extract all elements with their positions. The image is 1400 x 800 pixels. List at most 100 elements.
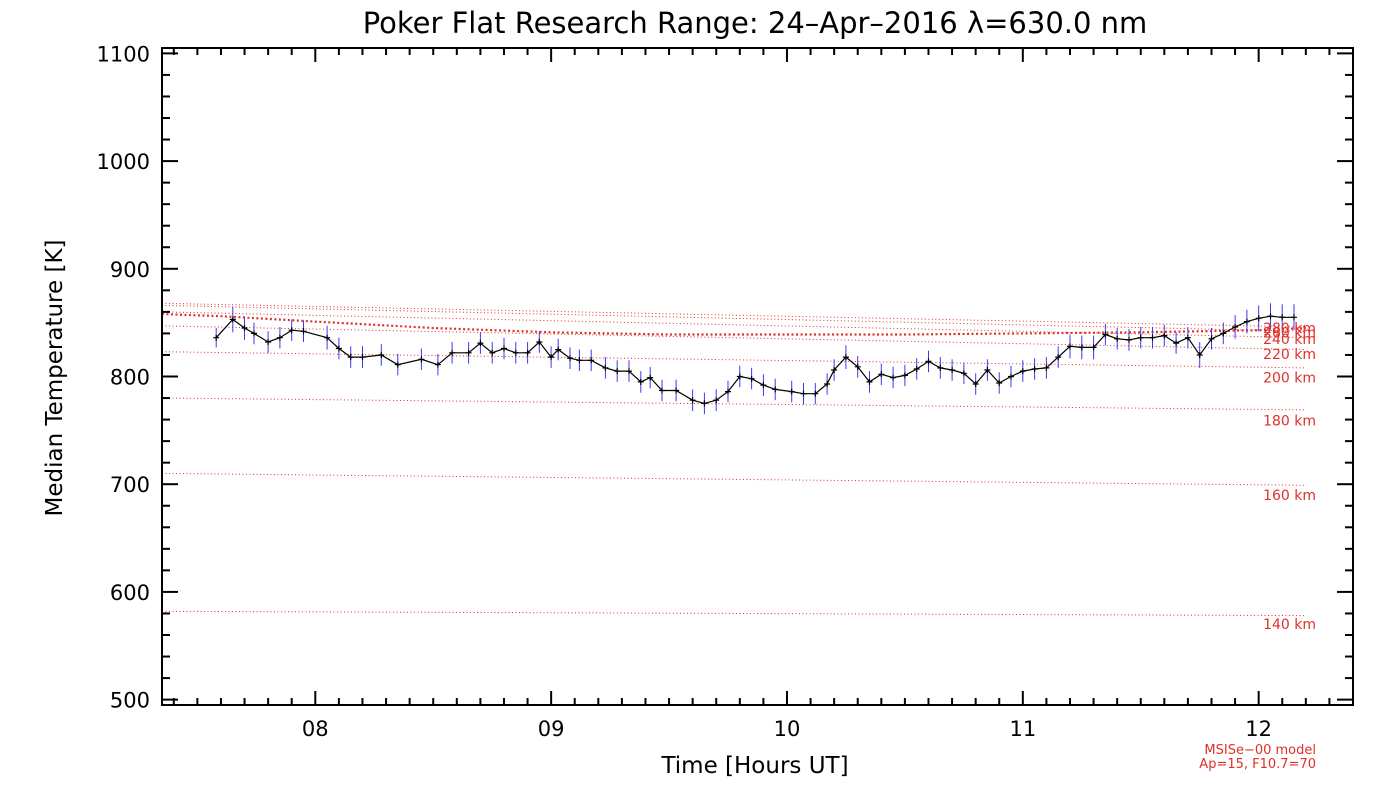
data-point <box>1184 334 1191 341</box>
data-point <box>689 397 696 404</box>
data-point <box>1267 313 1274 320</box>
data-point <box>241 325 248 331</box>
x-tick-label: 08 <box>302 717 329 741</box>
data-point <box>736 373 743 380</box>
y-tick-label: 1000 <box>97 150 150 174</box>
data-point <box>1008 373 1014 380</box>
data-point <box>1208 335 1215 342</box>
data-point <box>760 382 767 389</box>
data-point <box>335 345 342 352</box>
data-point <box>866 378 873 385</box>
data-point <box>1067 343 1073 350</box>
data-point <box>725 388 731 395</box>
data-point <box>812 390 819 397</box>
model-label-160-km: 160 km <box>1263 488 1316 504</box>
data-point <box>949 367 956 373</box>
data-point <box>659 387 665 394</box>
model-line-140-km <box>161 610 1306 617</box>
data-point <box>378 352 385 358</box>
data-point <box>1078 344 1085 351</box>
data-point <box>1173 340 1180 347</box>
data-point <box>1279 314 1286 321</box>
data-point <box>1137 334 1144 341</box>
model-label-140-km: 140 km <box>1263 617 1316 633</box>
data-point <box>901 372 908 379</box>
model-line-260-km <box>161 304 1306 332</box>
data-point <box>713 397 720 404</box>
data-point <box>984 367 991 373</box>
data-point <box>824 381 831 387</box>
params-note: Ap=15, F10.7=70 <box>1199 757 1316 772</box>
y-tick-label: 1100 <box>97 42 150 66</box>
data-point <box>265 339 272 345</box>
data-point <box>925 358 932 365</box>
y-tick-label: 800 <box>110 366 150 390</box>
temperature-line <box>215 315 1294 405</box>
model-label-240-km: 240 km <box>1263 332 1316 348</box>
data-point <box>972 381 979 387</box>
data-point <box>1090 344 1097 351</box>
data-point <box>626 368 632 375</box>
data-point <box>1196 352 1203 358</box>
data-point <box>1255 315 1262 322</box>
model-lines-layer <box>161 302 1306 617</box>
data-point <box>576 357 583 364</box>
data-point <box>1232 324 1239 330</box>
data-layer <box>213 303 1297 415</box>
data-point <box>555 346 562 353</box>
data-point <box>524 349 531 356</box>
data-point <box>878 371 885 378</box>
data-point <box>996 380 1003 386</box>
data-point <box>347 354 354 361</box>
data-point <box>1055 354 1062 361</box>
data-point <box>418 356 425 363</box>
data-point <box>536 339 543 345</box>
data-point <box>548 354 555 361</box>
data-point <box>1161 332 1168 339</box>
data-point <box>276 334 283 341</box>
data-point <box>251 330 257 337</box>
model-label-260-km: 260 km <box>1263 325 1316 341</box>
y-tick-label: 900 <box>110 258 150 282</box>
data-point <box>614 368 621 375</box>
data-point <box>288 327 295 334</box>
data-point <box>359 354 366 361</box>
data-point <box>842 354 849 361</box>
data-point <box>854 363 861 370</box>
data-point <box>637 378 644 385</box>
data-point <box>300 328 307 335</box>
data-point <box>1220 330 1227 337</box>
data-point <box>748 375 755 382</box>
data-point <box>1031 366 1038 372</box>
x-tick-label: 11 <box>1009 717 1036 741</box>
data-point <box>1291 314 1297 321</box>
data-point <box>449 349 456 356</box>
model-line-160-km <box>161 472 1306 486</box>
x-tick-label: 12 <box>1245 717 1272 741</box>
data-point <box>772 386 779 393</box>
y-tick-label: 700 <box>110 473 150 497</box>
data-point <box>1149 334 1156 341</box>
data-point <box>937 364 944 371</box>
data-point <box>567 355 573 362</box>
data-point <box>913 366 920 372</box>
data-point <box>489 349 496 356</box>
data-point <box>1102 331 1109 338</box>
x-tick-label: 10 <box>774 717 801 741</box>
model-label-280-km: 280 km <box>1263 321 1316 337</box>
data-point <box>434 361 441 368</box>
x-axis-label: Time [Hours UT] <box>660 753 848 779</box>
data-point <box>602 364 609 371</box>
data-point <box>477 340 484 347</box>
model-label-200-km: 200 km <box>1263 371 1316 387</box>
model-label-220-km: 220 km <box>1263 347 1316 363</box>
data-point <box>588 357 595 364</box>
data-point <box>701 400 708 407</box>
model-line-180-km <box>161 397 1306 411</box>
data-point <box>465 349 472 356</box>
data-point <box>501 345 507 352</box>
chart-title: Poker Flat Research Range: 24–Apr–2016 λ… <box>363 6 1148 40</box>
data-point <box>1043 364 1050 371</box>
data-point <box>1019 368 1026 375</box>
